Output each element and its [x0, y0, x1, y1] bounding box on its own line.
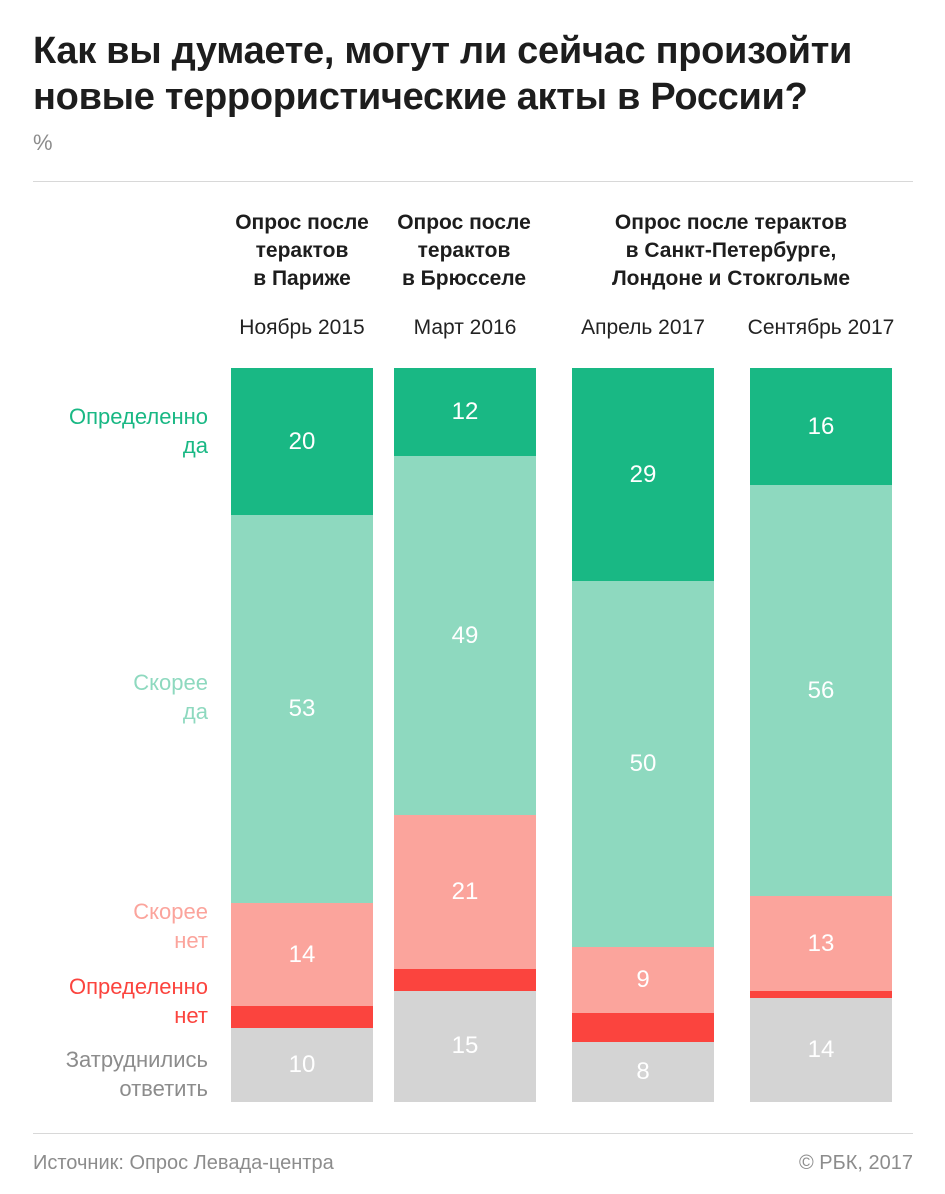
bar-value-label: 12 [451, 398, 479, 426]
bar-segment: 21 [394, 815, 536, 970]
bar-segment: 15 [394, 991, 536, 1102]
bar-segment: 14 [231, 903, 373, 1007]
source-note: Источник: Опрос Левада-центра [33, 1152, 334, 1174]
bar-value-label: 16 [807, 412, 835, 440]
bar-segment: 56 [750, 485, 892, 897]
legend-label-rather-yes: Скорее да [133, 670, 208, 724]
bar-value-label: 20 [288, 427, 316, 455]
bar-segment: 12 [394, 368, 536, 457]
bar-value-label: 14 [288, 940, 316, 968]
bar-segment [231, 1005, 373, 1029]
bar-segment [572, 1013, 714, 1043]
bar-segment: 50 [572, 580, 714, 948]
column-date: Сентябрь 2017 [747, 316, 895, 339]
bar-segment [394, 969, 536, 992]
bar-segment: 13 [750, 895, 892, 992]
bar-segment: 53 [231, 514, 373, 904]
bar-value-label: 53 [288, 695, 316, 723]
group-header-spb-london-stockholm: Опрос после терактов в Санкт-Петербурге,… [611, 211, 851, 290]
bar-segment: 20 [231, 368, 373, 516]
group-header-brussels: Опрос после терактов в Брюсселе [397, 211, 531, 290]
copyright-note: © РБК, 2017 [798, 1152, 913, 1174]
bar-value-label: 10 [288, 1050, 316, 1078]
group-header-paris: Опрос после терактов в Париже [235, 211, 369, 290]
bar-value-label: 50 [629, 750, 657, 778]
legend-label-definitely-no: Определенно нет [69, 974, 208, 1028]
bar-value-label: 8 [636, 1057, 650, 1085]
bar-segment: 10 [231, 1027, 373, 1102]
bottom-divider [33, 1133, 913, 1134]
legend-label-hard-to-say: Затруднились ответить [65, 1047, 208, 1101]
bar-segment: 16 [750, 368, 892, 486]
bar-segment: 8 [572, 1042, 714, 1102]
column-date: Ноябрь 2015 [239, 316, 365, 339]
bar-value-label: 49 [451, 621, 479, 649]
unit-label: % [33, 130, 53, 155]
bar-value-label: 29 [629, 460, 657, 488]
bar-segment: 29 [572, 368, 714, 582]
bar-value-label: 21 [451, 878, 479, 906]
bar-value-label: 56 [807, 676, 835, 704]
bar-value-label: 13 [807, 929, 835, 957]
bar-segment: 9 [572, 947, 714, 1014]
bar-segment [750, 991, 892, 999]
bar-value-label: 15 [451, 1032, 479, 1060]
legend-label-rather-no: Скорее нет [133, 899, 208, 953]
chart-title: Как вы думаете, могут ли сейчас произойт… [33, 30, 853, 118]
bar-value-label: 14 [807, 1035, 835, 1063]
bar-segment: 14 [750, 998, 892, 1102]
bar-value-label: 9 [636, 966, 650, 994]
bar-segment: 49 [394, 456, 536, 816]
top-divider [33, 181, 913, 182]
column-date: Март 2016 [413, 316, 517, 339]
column-date: Апрель 2017 [581, 316, 705, 339]
legend-label-definitely-yes: Определенно да [69, 404, 208, 458]
